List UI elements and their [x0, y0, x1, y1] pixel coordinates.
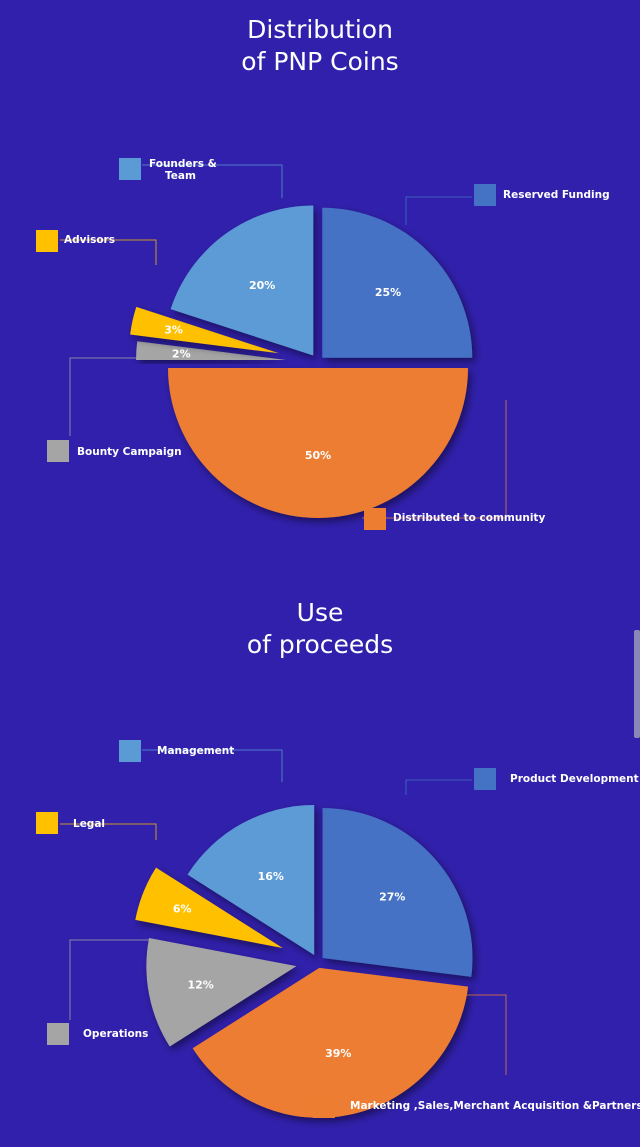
legend-label-legal: Legal [73, 818, 105, 830]
leader-line-reserved-funding [405, 196, 472, 225]
pie-slice-product-development [322, 808, 473, 977]
leader-line-marketing-sales-merchant-acquisition-partnership [311, 994, 507, 1075]
legend-swatch-legal [36, 812, 58, 834]
legend-swatch-bounty-campaign [47, 440, 69, 462]
pie-slice-operations [146, 938, 297, 1047]
pie-chart-pnp-distribution: 25% 50% 2% 3% 20% Reserved Funding Distributed… [36, 158, 610, 530]
pie-slice-distributed-to-community [168, 368, 468, 518]
data-label-legal: 6% [173, 902, 192, 915]
pie-chart-use-of-proceeds: 27% 39% 12% 6% 16% Product Development Marketi… [36, 740, 640, 1118]
legend-swatch-product-development [474, 768, 496, 790]
pie-slice-management [187, 804, 315, 955]
legend-swatch-reserved-funding [474, 184, 496, 206]
pie-slice-legal [135, 867, 283, 949]
scrollbar-thumb[interactable] [634, 630, 640, 738]
leader-line-distributed-to-community [362, 400, 507, 519]
data-label-bounty-campaign: 2% [172, 347, 191, 360]
leader-line-legal [60, 823, 157, 840]
pie-slice-bounty-campaign [136, 341, 287, 360]
legend-label-management: Management [157, 745, 234, 757]
legend-swatch-advisors [36, 230, 58, 252]
leader-line-product-development [405, 779, 472, 795]
pie-slice-reserved-funding [322, 207, 473, 358]
pie-slice-marketing-sales-merchant-acquisition-partnership [192, 967, 469, 1118]
data-label-advisors: 3% [164, 324, 183, 337]
legend-label-advisors: Advisors [64, 234, 115, 246]
leader-line-advisors [60, 239, 157, 265]
legend-label-reserved-funding: Reserved Funding [503, 189, 610, 201]
legend-swatch-management [119, 740, 141, 762]
data-label-distributed-to-community: 50% [305, 449, 331, 462]
leader-line-operations [69, 939, 158, 1020]
legend-label-distributed-to-community: Distributed to community [393, 512, 545, 524]
data-label-management: 16% [258, 870, 284, 883]
legend-swatch-founders-team [119, 158, 141, 180]
legend-label-founders-team: Founders & Team [149, 158, 217, 182]
legend-swatch-operations [47, 1023, 69, 1045]
legend-label-bounty-campaign: Bounty Campaign [77, 446, 182, 458]
data-label-product-development: 27% [379, 891, 405, 904]
data-label-founders-team: 20% [249, 279, 275, 292]
leader-line-founders-team [142, 164, 283, 198]
chart-title-use-of-proceeds: Use of proceeds [246, 598, 394, 659]
legend-label-operations: Operations [83, 1028, 148, 1040]
data-label-operations: 12% [187, 978, 213, 991]
data-label-reserved-funding: 25% [375, 286, 401, 299]
legend-label-product-development: Product Development [510, 773, 639, 785]
data-label-marketing-sales-merchant-acquisition-partnership: 39% [325, 1047, 351, 1060]
legend-swatch-distributed-to-community [364, 508, 386, 530]
leader-line-bounty-campaign [69, 357, 160, 436]
chart-title-pnp-distribution: Distribution of PNP Coins [241, 15, 399, 76]
legend-swatch-marketing-sales-merchant-acquisition-partnership [313, 1096, 335, 1118]
legend-label-marketing-sales-merchant-acquisition-partnership: Marketing ,Sales,Merchant Acquisition &P… [350, 1100, 640, 1112]
leader-line-management [142, 749, 283, 782]
pie-slice-advisors [130, 306, 279, 354]
pie-slice-founders-team [170, 205, 314, 356]
